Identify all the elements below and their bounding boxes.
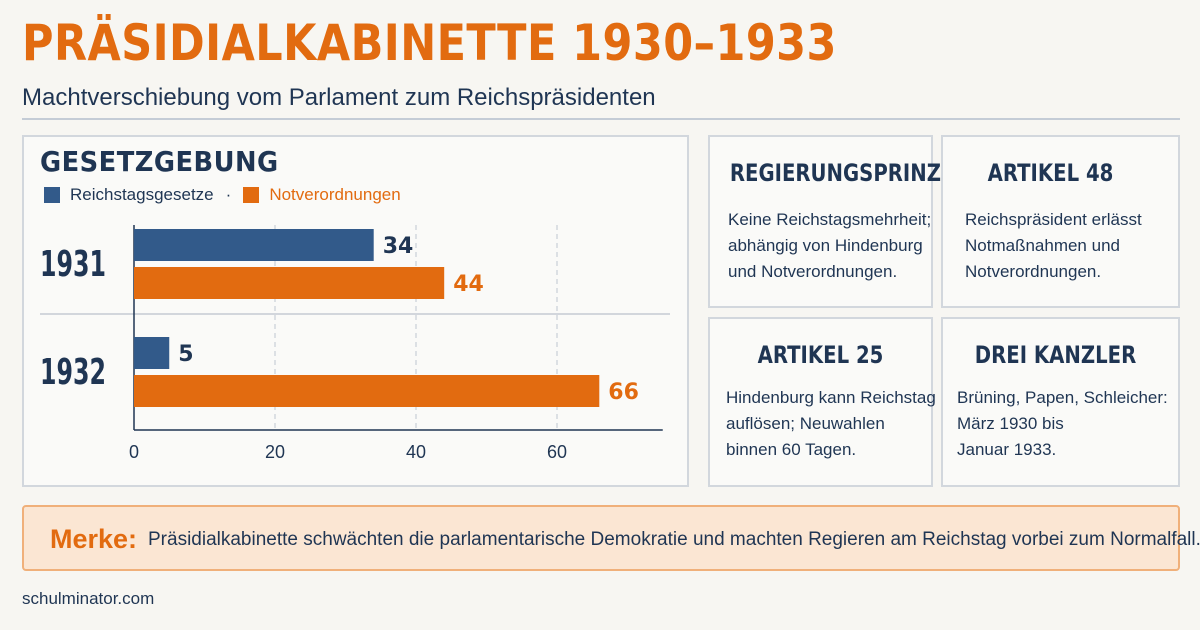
bar xyxy=(134,375,600,407)
card-line: Keine Reichstagsmehrheit; xyxy=(728,210,932,229)
x-tick-label: 0 xyxy=(129,442,139,462)
card-title: DREI KANZLER xyxy=(974,341,1137,369)
category-label: 1931 xyxy=(40,244,106,285)
info-card-drei-kanzler: DREI KANZLER Brüning, Papen, Schleicher:… xyxy=(941,317,1180,487)
x-tick-label: 60 xyxy=(547,442,567,462)
legend-swatch-reichstagsgesetze xyxy=(44,187,60,203)
info-card-regierungsprinzip: REGIERUNGSPRINZIP Keine Reichstagsmehrhe… xyxy=(708,135,963,308)
card-text: Brüning, Papen, Schleicher: März 1930 bi… xyxy=(957,385,1168,463)
page-subtitle: Machtverschiebung vom Parlament zum Reic… xyxy=(22,84,656,111)
card-title: REGIERUNGSPRINZIP xyxy=(729,159,963,187)
bar-value-label: 5 xyxy=(178,342,193,367)
card-line: Notmaßnahmen und xyxy=(965,236,1120,255)
card-line: Brüning, Papen, Schleicher: xyxy=(957,388,1168,407)
bar-value-label: 66 xyxy=(608,380,639,405)
card-line: Notverordnungen. xyxy=(965,262,1102,281)
merke-box: Merke: Präsidialkabinette schwächten die… xyxy=(22,505,1200,571)
bar-value-label: 34 xyxy=(383,234,414,259)
info-card-artikel-25: ARTIKEL 25 Hindenburg kann Reichstag auf… xyxy=(708,317,936,487)
card-line: abhängig von Hindenburg xyxy=(728,236,923,255)
legend-swatch-notverordnungen xyxy=(243,187,260,203)
info-card-artikel-48: ARTIKEL 48 Reichspräsident erlässt Notma… xyxy=(941,135,1180,308)
card-line: Hindenburg kann Reichstag xyxy=(726,388,936,407)
card-title: ARTIKEL 25 xyxy=(757,341,884,369)
card-line: und Notverordnungen. xyxy=(728,262,898,281)
chart-title: GESETZGEBUNG xyxy=(40,145,279,178)
chart-plot: 0 20 40 60 1931 34 44 1932 5 66 xyxy=(40,225,670,462)
bar xyxy=(134,229,374,261)
card-title: ARTIKEL 48 xyxy=(987,159,1114,187)
merke-label: Merke: xyxy=(50,524,138,554)
bar xyxy=(134,337,170,369)
card-line: Januar 1933. xyxy=(957,440,1057,459)
footer-source: schulminator.com xyxy=(22,589,155,608)
x-tick-label: 20 xyxy=(265,442,285,462)
bar-value-label: 44 xyxy=(453,272,484,297)
card-line: binnen 60 Tagen. xyxy=(726,440,857,459)
legend-separator: · xyxy=(225,185,232,204)
category-label: 1932 xyxy=(40,352,106,393)
legend-label-notverordnungen: Notverordnungen xyxy=(269,185,401,204)
bar xyxy=(134,267,445,299)
card-line: März 1930 bis xyxy=(957,414,1064,433)
x-tick-label: 40 xyxy=(406,442,426,462)
card-line: auflösen; Neuwahlen xyxy=(726,414,885,433)
card-text: Hindenburg kann Reichstag auflösen; Neuw… xyxy=(726,385,936,463)
legend-label-reichstagsgesetze: Reichstagsgesetze xyxy=(70,185,214,204)
merke-text: Präsidialkabinette schwächten die parlam… xyxy=(148,529,1200,550)
page-title: PRÄSIDIALKABINETTE 1930–1933 xyxy=(22,14,837,72)
card-text: Reichspräsident erlässt Notmaßnahmen und… xyxy=(965,207,1168,285)
header-divider xyxy=(22,118,1180,120)
chart-legend: Reichstagsgesetze · Notverordnungen xyxy=(44,185,401,205)
chart-panel: GESETZGEBUNG Reichstagsgesetze · Notvero… xyxy=(22,135,689,487)
card-line: Reichspräsident erlässt xyxy=(965,210,1142,229)
card-text: Keine Reichstagsmehrheit; abhängig von H… xyxy=(728,207,932,285)
